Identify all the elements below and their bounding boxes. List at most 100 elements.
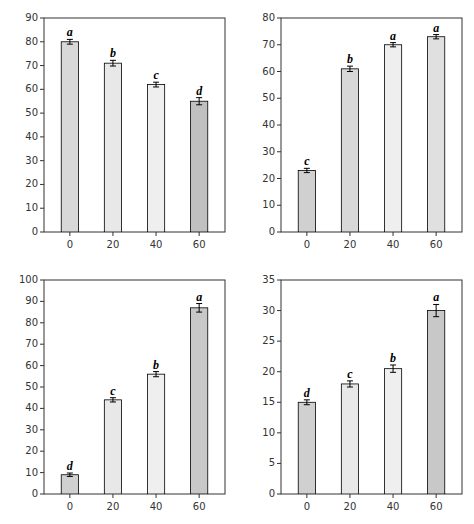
y-tick-label: 0 [269,488,275,499]
y-tick-label: 70 [25,338,38,349]
x-tick [306,494,307,498]
y-tick-label: 50 [25,107,38,118]
y-tick-label: 60 [25,360,38,371]
x-tick [156,494,157,498]
bar [104,63,121,232]
x-tick-label: 20 [107,239,120,250]
y-tick [277,432,281,433]
y-tick-label: 20 [262,366,275,377]
x-tick-label: 0 [304,501,310,512]
x-tick [349,232,350,236]
y-tick-label: 25 [262,335,275,346]
error-line [349,381,350,387]
bar [191,101,208,232]
error-line [69,39,70,44]
y-tick-label: 10 [25,202,38,213]
y-tick [277,402,281,403]
error-bar [67,473,73,476]
panel: 01020304050607080901000204060dcba [19,274,225,512]
x-tick-label: 40 [387,501,400,512]
y-tick [40,65,44,66]
x-tick-label: 40 [387,239,400,250]
y-tick-label: 70 [25,60,38,71]
y-tick-label: 0 [32,226,38,237]
x-tick [199,232,200,236]
error-line [112,60,113,66]
y-tick [40,472,44,473]
significance-letter: d [196,84,203,98]
y-tick [277,280,281,281]
error-cap [67,476,73,477]
y-tick [277,341,281,342]
y-tick [40,494,44,495]
error-bar [433,35,439,39]
y-tick [40,232,44,233]
y-tick [40,365,44,366]
error-line [306,168,307,172]
y-tick-label: 60 [25,83,38,94]
bar [61,475,78,494]
plot-frame [44,18,225,232]
y-tick [40,408,44,409]
error-line [436,304,437,316]
error-bar [433,304,439,316]
x-tick [393,232,394,236]
x-tick-label: 40 [150,501,163,512]
error-line [306,400,307,405]
marks [298,35,445,232]
error-cap [433,38,439,39]
plot-frame [44,280,225,494]
y-tick-label: 60 [262,66,275,77]
error-bar [304,400,310,405]
y-tick-label: 40 [25,402,38,413]
x-tick-label: 0 [304,239,310,250]
error-bar [390,43,396,47]
y-tick-label: 70 [262,39,275,50]
error-bar [390,365,396,372]
x-tick [156,232,157,236]
error-bar [67,39,73,44]
significance-letter: c [304,154,310,168]
bar [428,37,445,232]
significance-letter: a [67,25,73,39]
error-line [156,372,157,377]
bar [384,369,401,494]
error-cap [433,316,439,317]
x-tick [112,494,113,498]
y-tick-label: 30 [25,155,38,166]
y-tick-label: 80 [25,36,38,47]
error-cap [196,312,202,313]
y-tick-label: 50 [25,381,38,392]
x-tick-label: 60 [430,239,443,250]
significance-letter: c [153,68,159,82]
figure: 01020304050607080900204060abcd0102030405… [0,0,474,524]
y-tick-label: 10 [262,199,275,210]
x-tick [306,232,307,236]
error-bar [110,60,116,66]
y-tick [40,113,44,114]
x-tick-label: 0 [67,239,73,250]
error-line [199,304,200,313]
marks [61,304,208,494]
y-tick-label: 30 [25,424,38,435]
error-cap [110,66,116,67]
significance-letter: b [347,52,353,66]
error-bar [304,168,310,172]
panel: 01020304050607080900204060abcd [25,12,225,250]
y-tick [277,310,281,311]
y-tick [40,89,44,90]
y-tick [277,44,281,45]
y-tick-label: 30 [262,146,275,157]
y-tick-label: 90 [25,295,38,306]
significance-letter: b [390,351,396,365]
bar [147,374,164,494]
x-tick [349,494,350,498]
y-tick [40,41,44,42]
y-tick [40,18,44,19]
x-tick [69,232,70,236]
y-tick-label: 10 [262,427,275,438]
y-tick [40,387,44,388]
y-tick [277,18,281,19]
error-bar [153,82,159,87]
error-cap [110,401,116,402]
